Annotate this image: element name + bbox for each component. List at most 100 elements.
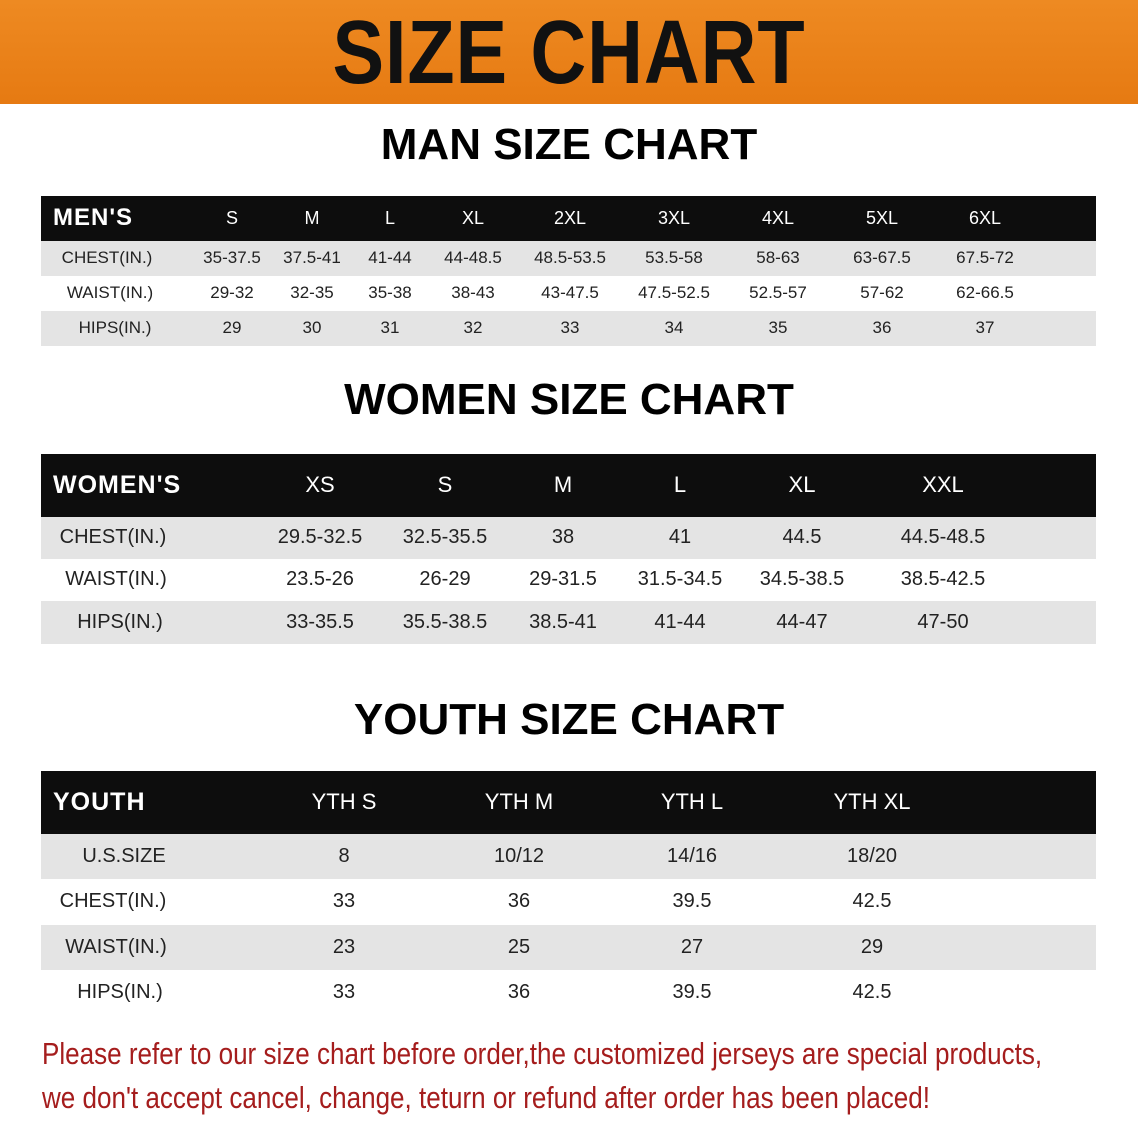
table-cell: 33: [332, 980, 356, 1003]
table-cell: 25: [507, 935, 531, 958]
table-cell: 41-44: [654, 610, 706, 633]
size-header-l: L: [384, 207, 396, 228]
row-label: WAIST(IN.): [65, 935, 167, 958]
table-row-chest-in: CHEST(IN.) 29.5-32.5 32.5-35.5 38 41 44.5 44.5…: [41, 517, 1096, 559]
table-cell: 14/16: [666, 844, 718, 867]
table-cell: 57-62: [860, 283, 904, 303]
table-cell: 32-35: [290, 283, 334, 303]
section-title: YOUTH SIZE CHART: [353, 695, 785, 744]
table-cell: 58-63: [756, 248, 800, 268]
table-cell: 23.5-26: [286, 568, 354, 590]
size-header-l: L: [673, 472, 687, 498]
table-cell: 41-44: [368, 248, 412, 268]
table-cell: 47-50: [917, 610, 969, 633]
table-cell: 27: [680, 935, 704, 958]
size-header-m: M: [304, 207, 320, 228]
row-label: CHEST(IN.): [59, 890, 167, 912]
table-cell: 23: [332, 935, 356, 958]
table-row-hips-in: HIPS(IN.) 29 30 31 32 33 34 35 36 37: [41, 311, 1096, 346]
table-cell: 36: [507, 980, 531, 1003]
table-cell: 43-47.5: [541, 283, 599, 303]
section-title: WOMEN SIZE CHART: [344, 375, 794, 424]
banner-title: SIZE CHART: [332, 3, 806, 103]
table-cell: 33-35.5: [286, 610, 354, 633]
table-row-waist-in: WAIST(IN.) 29-32 32-35 35-38 38-43 43-47.5 47.…: [41, 276, 1096, 311]
table-row-waist-in: WAIST(IN.) 23 25 27 29: [41, 925, 1096, 970]
size-header-yth-m: YTH M: [484, 789, 554, 815]
size-header-yth-xl: YTH XL: [833, 789, 911, 815]
table-cell: 33: [332, 890, 356, 912]
table-row-u-s-size: U.S.SIZE 8 10/12 14/16 18/20: [41, 834, 1096, 879]
table-cell: 53.5-58: [645, 248, 703, 268]
table-cell: 39.5: [672, 980, 712, 1003]
table-cell: 8: [338, 844, 350, 867]
row-label: HIPS(IN.): [78, 318, 152, 338]
size-header-yth-l: YTH L: [660, 789, 724, 815]
row-label: HIPS(IN.): [77, 610, 163, 633]
table-cell: 33: [560, 318, 580, 338]
size-header-5xl: 5XL: [865, 207, 899, 228]
size-header-4xl: 4XL: [761, 207, 795, 228]
table-row-chest-in: CHEST(IN.) 33 36 39.5 42.5: [41, 879, 1096, 925]
table-cell: 32: [463, 318, 483, 338]
table-cell: 35-37.5: [203, 248, 261, 268]
table-cell: 47.5-52.5: [638, 283, 710, 303]
row-label: U.S.SIZE: [82, 844, 166, 867]
table-header-row: WOMEN'S XS S M L XL XXL: [41, 454, 1096, 517]
size-header-6xl: 6XL: [968, 207, 1002, 228]
table-cell: 62-66.5: [956, 283, 1014, 303]
table-cell: 44.5-48.5: [900, 526, 986, 548]
table-header-row: YOUTH YTH S YTH M YTH L YTH XL: [41, 771, 1096, 834]
table-cell: 36: [872, 318, 892, 338]
header-label: MEN'S: [53, 204, 134, 232]
size-header-xs: XS: [305, 472, 335, 498]
size-header-xl: XL: [788, 472, 816, 498]
table-cell: 35-38: [368, 283, 412, 303]
size-header-s: S: [225, 207, 239, 228]
table-cell: 18/20: [846, 844, 898, 867]
row-label: CHEST(IN.): [59, 526, 167, 548]
size-header-s: S: [437, 472, 453, 498]
header-label: WOMEN'S: [53, 470, 182, 499]
table-cell: 38: [551, 526, 575, 548]
table-cell: 37.5-41: [283, 248, 341, 268]
table-cell: 31.5-34.5: [637, 568, 723, 590]
table-cell: 39.5: [672, 890, 712, 912]
table-cell: 44-48.5: [444, 248, 502, 268]
table-cell: 38.5-42.5: [900, 568, 986, 590]
table-cell: 29: [222, 318, 242, 338]
table-row-waist-in: WAIST(IN.) 23.5-26 26-29 29-31.5 31.5-34.5 34…: [41, 559, 1096, 601]
size-header-yth-s: YTH S: [311, 789, 377, 815]
table-cell: 36: [507, 890, 531, 912]
table-row-hips-in: HIPS(IN.) 33-35.5 35.5-38.5 38.5-41 41-44 44-…: [41, 601, 1096, 644]
table-cell: 63-67.5: [853, 248, 911, 268]
size-header-3xl: 3XL: [657, 207, 691, 228]
table-cell: 29.5-32.5: [277, 526, 363, 548]
table-row-hips-in: HIPS(IN.) 33 36 39.5 42.5: [41, 970, 1096, 1015]
table-cell: 30: [302, 318, 322, 338]
table-cell: 44-47: [776, 610, 828, 633]
table-cell: 67.5-72: [956, 248, 1014, 268]
table-header-row: MEN'S S M L XL 2XL 3XL 4XL 5XL 6XL: [41, 196, 1096, 241]
table-cell: 35: [768, 318, 788, 338]
table-cell: 32.5-35.5: [402, 526, 488, 548]
table-cell: 41: [668, 526, 692, 548]
table-cell: 34: [664, 318, 684, 338]
table-cell: 34.5-38.5: [759, 568, 845, 590]
table-cell: 42.5: [852, 890, 892, 912]
table-cell: 38.5-41: [529, 610, 597, 633]
table-cell: 35.5-38.5: [402, 610, 488, 633]
table-cell: 29-31.5: [529, 568, 597, 590]
table-cell: 38-43: [451, 283, 495, 303]
table-row-chest-in: CHEST(IN.) 35-37.5 37.5-41 41-44 44-48.5 48.5…: [41, 241, 1096, 276]
size-header-xl: XL: [461, 207, 485, 228]
size-header-xxl: XXL: [922, 472, 964, 498]
table-cell: 44.5: [782, 526, 822, 548]
table-cell: 37: [975, 318, 995, 338]
row-label: WAIST(IN.): [66, 283, 154, 303]
table-cell: 31: [380, 318, 400, 338]
table-cell: 26-29: [419, 568, 471, 590]
table-cell: 10/12: [493, 844, 545, 867]
table-cell: 52.5-57: [749, 283, 807, 303]
table-cell: 29-32: [210, 283, 254, 303]
